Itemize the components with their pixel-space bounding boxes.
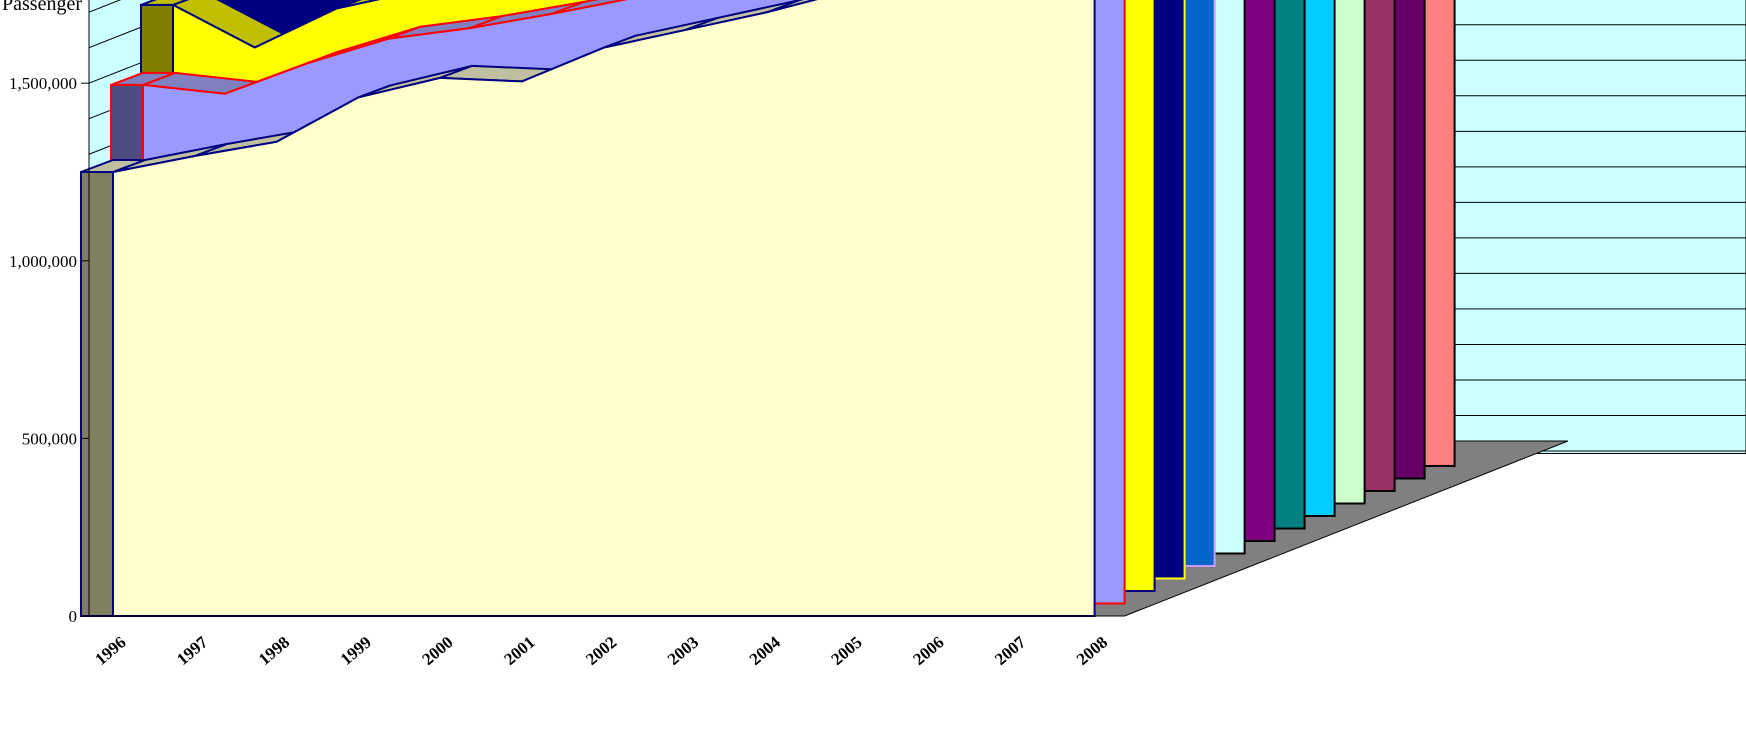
y-tick-label: 1,000,000 [9, 252, 77, 271]
y-tick-label: 0 [69, 607, 78, 626]
x-tick-label: 2006 [909, 633, 947, 669]
series-1-area [112, 0, 1096, 617]
x-tick-label: 2004 [746, 632, 785, 669]
x-tick-label: 1998 [255, 633, 293, 669]
x-tick-label: 2002 [582, 633, 620, 669]
y-tick-label: 500,000 [22, 429, 77, 448]
x-tick-label: 1999 [337, 633, 375, 669]
x-tick-label: 2001 [500, 633, 538, 669]
series-1-side [80, 171, 114, 617]
series-layer [80, 0, 1456, 617]
y-tick-label: 1,500,000 [9, 74, 77, 93]
series-3-cap [140, 0, 189, 6]
x-tick-label: 2000 [419, 633, 457, 669]
x-tick-label: 2005 [828, 633, 866, 669]
x-axis: 1996 1997 1998 1999 2000 2001 2002 2003 2004 2005… [89, 615, 1125, 669]
series-2-cap [110, 71, 176, 86]
series-1-cap [80, 159, 146, 173]
x-tick-label: 1996 [91, 633, 129, 669]
x-tick-label: 2003 [664, 633, 702, 669]
x-tick-label: 2008 [1073, 633, 1111, 669]
y-axis: 0500,0001,000,0001,500,0002,000,0002,500… [9, 0, 90, 626]
x-tick-label: 2007 [991, 632, 1030, 669]
x-tick-label: 1997 [173, 632, 212, 669]
